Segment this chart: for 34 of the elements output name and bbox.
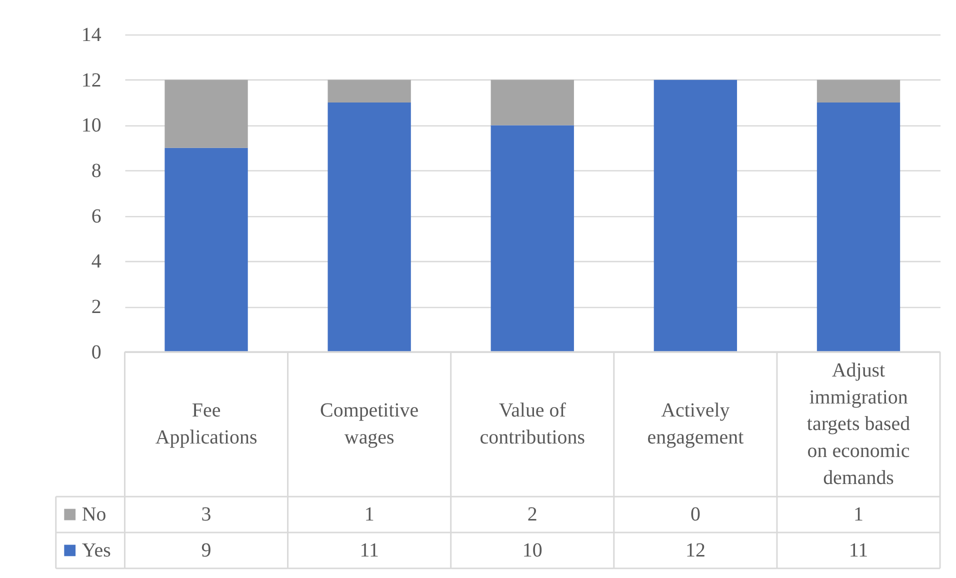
y-tick-label: 0: [91, 341, 102, 364]
bar: [328, 80, 411, 103]
bar: [490, 125, 574, 352]
y-tick-label: 6: [91, 205, 102, 228]
y-tick-label: 12: [81, 69, 102, 92]
data-label: 1: [364, 504, 374, 526]
data-label: 11: [848, 539, 868, 562]
x-tick-label: Competitive wages: [320, 400, 419, 449]
y-tick-label: 14: [81, 24, 102, 46]
x-tick-label: Adjust immigration targets based on economic demands: [806, 359, 910, 490]
y-tick-label: 10: [81, 114, 102, 137]
data-label: 3: [201, 504, 212, 526]
legend-label: Yes: [82, 539, 112, 562]
data-label: 1: [854, 504, 864, 526]
data-label: 9: [201, 539, 212, 562]
bar: [816, 80, 900, 103]
data-label: 2: [527, 504, 538, 526]
data-label: 11: [360, 539, 379, 562]
bar: [816, 102, 900, 352]
x-tick-label: Actively engagement: [647, 400, 744, 449]
bar: [164, 148, 248, 352]
bar: [328, 102, 411, 352]
data-label: 10: [522, 539, 542, 562]
x-tick-label: Fee Applications: [155, 400, 258, 449]
bar: [490, 80, 574, 126]
x-tick-label: Value of contributions: [480, 400, 586, 449]
legend-label: No: [82, 504, 106, 526]
y-tick-label: 2: [91, 296, 102, 318]
y-tick-label: 4: [91, 250, 102, 273]
bar: [654, 80, 738, 352]
y-tick-label: 8: [91, 160, 102, 182]
data-label: 0: [690, 504, 700, 526]
bar: [164, 80, 248, 148]
data-label: 12: [685, 539, 706, 562]
